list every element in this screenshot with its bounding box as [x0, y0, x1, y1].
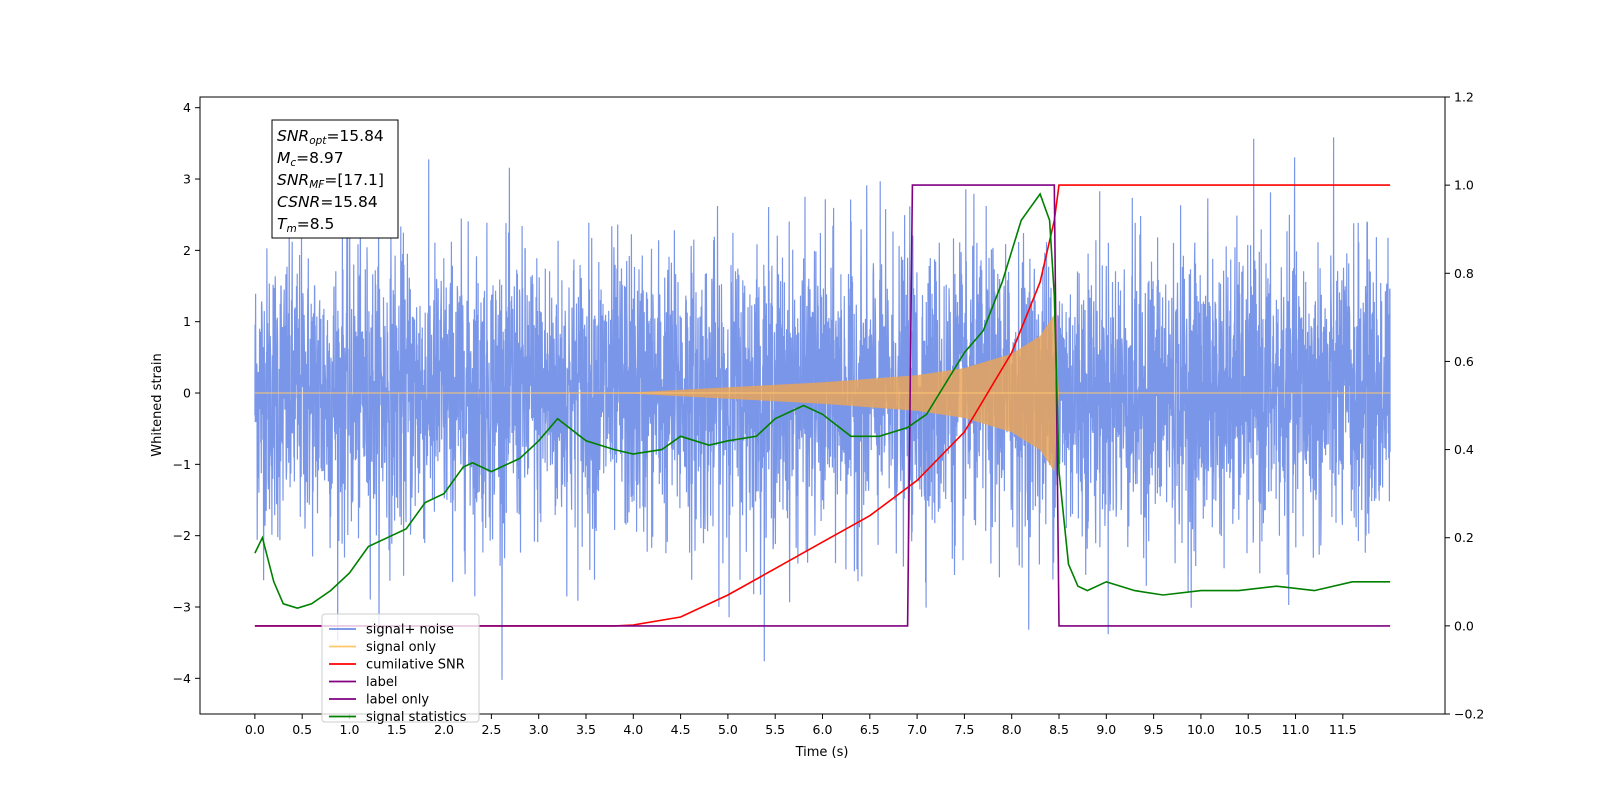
x-tick-label: 2.5	[481, 722, 501, 737]
y2-tick-label: 0.8	[1454, 266, 1474, 281]
x-tick-label: 1.0	[340, 722, 360, 737]
signal-plus-noise-line	[254, 137, 1391, 680]
annotation-line: CSNR=15.84	[277, 193, 378, 211]
annotation-line: Mc=8.97	[277, 149, 344, 169]
y2-tick-label: 0.0	[1454, 618, 1474, 633]
legend-entry: label only	[366, 693, 429, 708]
x-tick-label: 2.0	[434, 722, 454, 737]
legend-entry: label	[366, 675, 397, 690]
y-axis-label: Whitened strain	[150, 353, 165, 456]
x-tick-label: 6.0	[813, 722, 833, 737]
x-tick-label: 8.5	[1049, 722, 1069, 737]
x-tick-label: 9.0	[1096, 722, 1116, 737]
x-axis-label: Time (s)	[795, 745, 849, 760]
x-axis: 0.0 0.5 1.0 1.5 2.0 2.5 3.0 3.5 4.0 4.5 5.0 5.5 6.0 6…	[245, 714, 1357, 737]
y-axis-left: 4 3 2 1 0 −1 −2 −3 −4	[173, 100, 200, 686]
y-tick-label: 0	[183, 386, 191, 401]
x-tick-label: 11.0	[1282, 722, 1310, 737]
y2-tick-label: 1.0	[1454, 178, 1474, 193]
x-tick-label: 7.5	[954, 722, 974, 737]
y2-tick-label: −0.2	[1454, 707, 1484, 722]
y2-tick-label: 0.2	[1454, 530, 1474, 545]
x-tick-label: 4.5	[671, 722, 691, 737]
annotation-line: SNRopt=15.84	[277, 127, 384, 147]
x-tick-label: 5.0	[718, 722, 738, 737]
y-tick-label: −4	[173, 671, 191, 686]
x-tick-label: 0.5	[292, 722, 312, 737]
y-tick-label: −3	[173, 600, 191, 615]
x-tick-label: 5.5	[765, 722, 785, 737]
x-tick-label: 7.0	[907, 722, 927, 737]
y2-tick-label: 0.6	[1454, 354, 1474, 369]
x-tick-label: 10.5	[1234, 722, 1262, 737]
y-tick-label: 2	[183, 243, 191, 258]
y-tick-label: −2	[173, 528, 191, 543]
x-tick-label: 8.0	[1002, 722, 1022, 737]
x-tick-label: 10.0	[1187, 722, 1215, 737]
plot-area	[254, 137, 1391, 680]
cumulative-snr-line	[254, 184, 1391, 627]
x-tick-label: 0.0	[245, 722, 265, 737]
y-tick-label: 1	[183, 314, 191, 329]
y-tick-label: 4	[183, 100, 191, 115]
legend-entry: signal only	[366, 640, 436, 655]
legend: signal+ noise signal only cumilative SNR la…	[321, 613, 480, 725]
y-tick-label: 3	[183, 172, 191, 187]
x-tick-label: 1.5	[387, 722, 407, 737]
x-tick-label: 6.5	[860, 722, 880, 737]
annotation-line: Tm=8.5	[277, 215, 334, 235]
legend-entry: cumilative SNR	[366, 658, 465, 673]
x-tick-label: 3.5	[576, 722, 596, 737]
y2-tick-label: 0.4	[1454, 442, 1474, 457]
signal-statistics-line	[254, 192, 1391, 610]
annotation-line: SNRMF=[17.1]	[277, 171, 384, 191]
x-tick-label: 9.5	[1144, 722, 1164, 737]
x-tick-label: 4.0	[623, 722, 643, 737]
y2-tick-label: 1.2	[1454, 90, 1474, 105]
x-tick-label: 11.5	[1329, 722, 1357, 737]
x-tick-label: 3.0	[529, 722, 549, 737]
legend-entry: signal statistics	[366, 710, 467, 725]
label-line	[254, 184, 1391, 627]
y-axis-right: 1.2 1.0 0.8 0.6 0.4 0.2 0.0 −0.2	[1445, 90, 1484, 722]
legend-entry: signal+ noise	[366, 623, 454, 638]
y-tick-label: −1	[173, 457, 191, 472]
